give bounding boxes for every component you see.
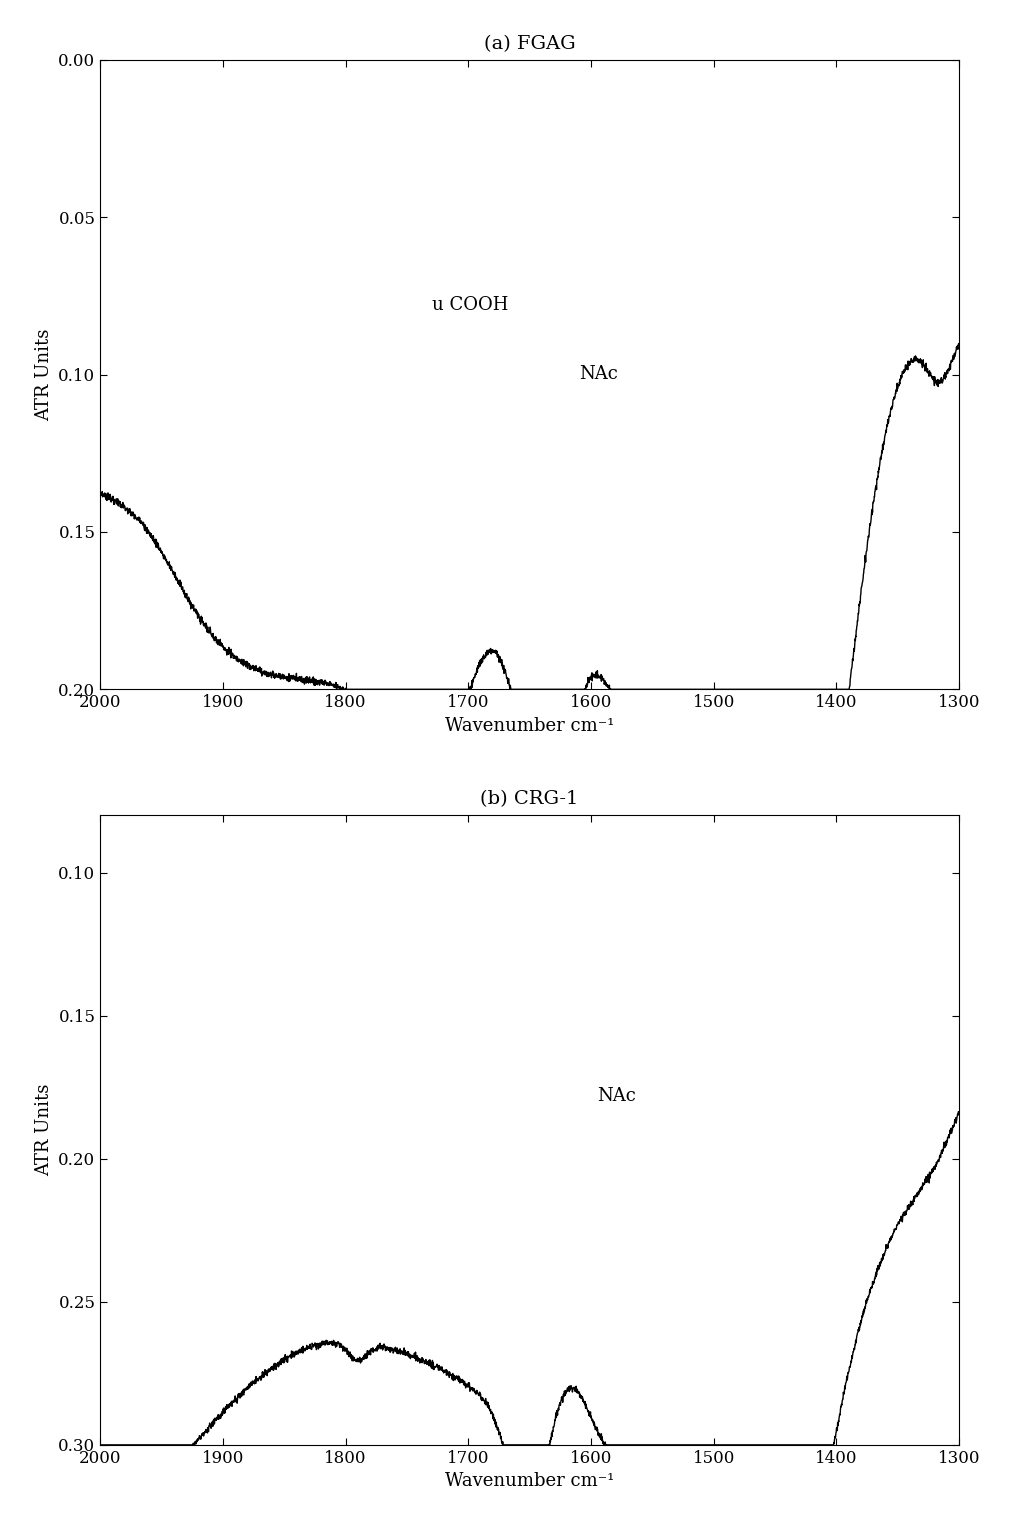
Text: NAc: NAc: [597, 1087, 636, 1106]
Text: u COOH: u COOH: [431, 296, 508, 314]
X-axis label: Wavenumber cm⁻¹: Wavenumber cm⁻¹: [445, 717, 614, 735]
Text: NAc: NAc: [579, 364, 617, 383]
Y-axis label: ATR Units: ATR Units: [35, 328, 53, 421]
Title: (a) FGAG: (a) FGAG: [484, 35, 576, 53]
X-axis label: Wavenumber cm⁻¹: Wavenumber cm⁻¹: [445, 1472, 614, 1490]
Title: (b) CRG-1: (b) CRG-1: [480, 790, 579, 808]
Y-axis label: ATR Units: ATR Units: [35, 1084, 53, 1176]
